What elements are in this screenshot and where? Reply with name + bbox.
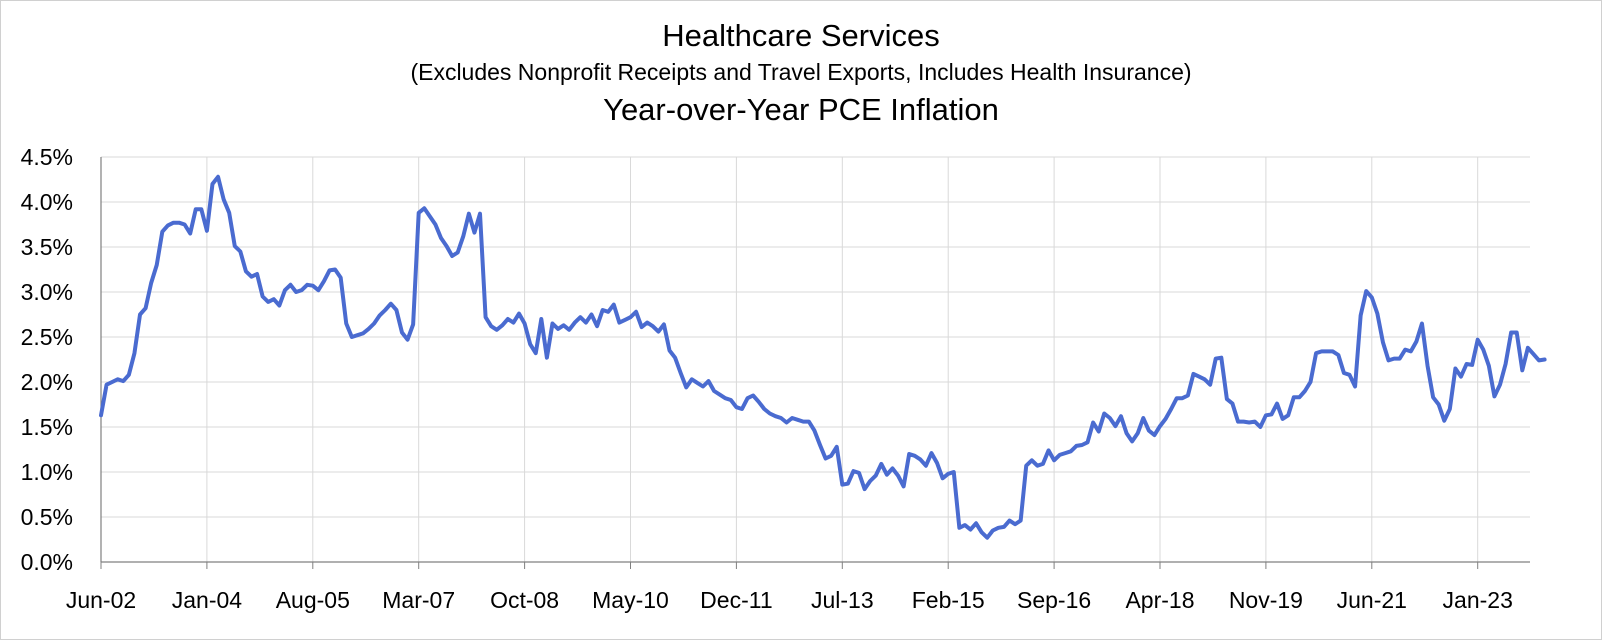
series-line-healthcare-services [99, 174, 1547, 540]
axes [100, 157, 1530, 569]
y-tick-label: 2.5% [21, 324, 73, 350]
x-tick-label: Nov-19 [1229, 587, 1303, 613]
y-tick-label: 2.0% [21, 369, 73, 395]
tick-labels: 0.0% 0.5% 1.0% 1.5% 2.0% 2.5% 3.0% 3.5% 4.0% 4.5%… [21, 144, 1513, 613]
x-tick-label: May-10 [592, 587, 669, 613]
y-tick-label: 0.0% [21, 549, 73, 575]
x-tick-label: Apr-18 [1125, 587, 1194, 613]
x-tick-label: Aug-05 [276, 587, 350, 613]
x-tick-label: Mar-07 [382, 587, 455, 613]
chart-subtitle: (Excludes Nonprofit Receipts and Travel … [410, 59, 1192, 85]
x-tick-label: Jun-02 [66, 587, 136, 613]
y-tick-label: 4.0% [21, 189, 73, 215]
y-tick-label: 3.5% [21, 234, 73, 260]
x-tick-label: Sep-16 [1017, 587, 1091, 613]
y-tick-label: 1.0% [21, 459, 73, 485]
x-tick-label: Jan-23 [1443, 587, 1513, 613]
y-tick-label: 3.0% [21, 279, 73, 305]
y-tick-label: 4.5% [21, 144, 73, 170]
x-tick-label: Jul-13 [811, 587, 874, 613]
x-tick-label: Jun-21 [1337, 587, 1407, 613]
y-tick-label: 0.5% [21, 504, 73, 530]
x-tick-label: Oct-08 [490, 587, 559, 613]
gridlines [101, 156, 1530, 562]
x-tick-label: Dec-11 [700, 587, 772, 613]
chart-title-secondary: Year-over-Year PCE Inflation [603, 92, 999, 127]
x-tick-label: Jan-04 [172, 587, 243, 613]
series-layer [99, 174, 1547, 540]
x-tick-label: Feb-15 [912, 587, 985, 613]
y-tick-label: 1.5% [21, 414, 73, 440]
chart-title: Healthcare Services [662, 18, 940, 53]
